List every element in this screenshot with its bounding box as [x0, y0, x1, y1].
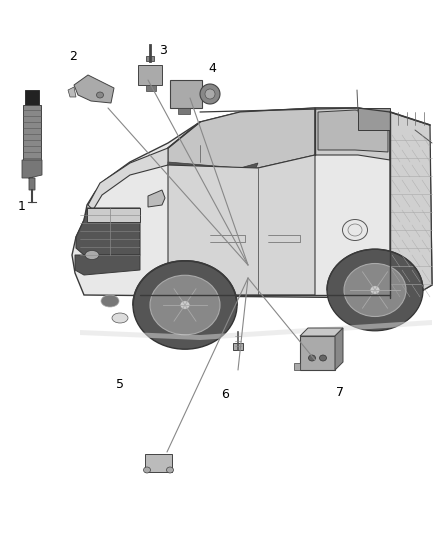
Polygon shape: [390, 112, 432, 298]
Ellipse shape: [166, 467, 173, 473]
Polygon shape: [168, 108, 315, 172]
Ellipse shape: [205, 89, 215, 99]
Polygon shape: [300, 328, 343, 336]
Polygon shape: [146, 85, 156, 91]
Ellipse shape: [144, 467, 151, 473]
Ellipse shape: [319, 355, 326, 361]
Polygon shape: [76, 208, 140, 255]
Ellipse shape: [308, 355, 315, 361]
Polygon shape: [170, 80, 202, 108]
Ellipse shape: [327, 249, 423, 331]
Polygon shape: [80, 320, 432, 340]
Polygon shape: [87, 208, 140, 222]
FancyBboxPatch shape: [233, 343, 243, 350]
Ellipse shape: [85, 251, 99, 260]
Text: 4: 4: [208, 61, 216, 75]
Ellipse shape: [200, 84, 220, 104]
Polygon shape: [74, 75, 114, 103]
FancyBboxPatch shape: [146, 56, 154, 61]
Ellipse shape: [133, 261, 237, 349]
Polygon shape: [68, 87, 76, 97]
Polygon shape: [178, 108, 190, 114]
Polygon shape: [22, 160, 42, 190]
Polygon shape: [75, 255, 140, 275]
Ellipse shape: [344, 263, 406, 317]
Polygon shape: [138, 65, 162, 85]
Ellipse shape: [180, 301, 190, 309]
Ellipse shape: [96, 92, 103, 98]
Polygon shape: [315, 108, 390, 160]
Text: 7: 7: [336, 386, 344, 400]
Text: 1: 1: [18, 200, 26, 214]
Polygon shape: [318, 110, 388, 152]
Polygon shape: [358, 108, 390, 130]
Polygon shape: [148, 190, 165, 207]
Text: 2: 2: [69, 51, 77, 63]
Ellipse shape: [150, 275, 220, 335]
Polygon shape: [72, 108, 432, 298]
Ellipse shape: [101, 295, 119, 307]
Polygon shape: [335, 328, 343, 370]
Ellipse shape: [370, 286, 380, 294]
Polygon shape: [300, 336, 335, 370]
Polygon shape: [25, 90, 39, 105]
Text: 5: 5: [116, 378, 124, 392]
Polygon shape: [168, 162, 258, 172]
Polygon shape: [23, 105, 41, 160]
Polygon shape: [88, 145, 260, 210]
Ellipse shape: [112, 313, 128, 323]
Text: 6: 6: [221, 389, 229, 401]
Polygon shape: [294, 363, 300, 370]
Text: 3: 3: [159, 44, 167, 56]
Polygon shape: [145, 454, 172, 472]
Polygon shape: [168, 155, 315, 295]
